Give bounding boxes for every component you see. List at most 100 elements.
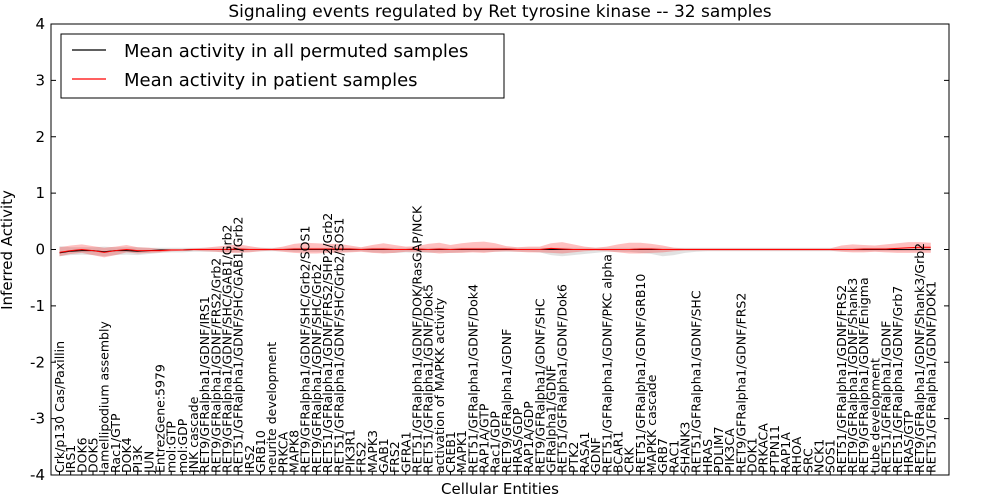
x-tick-label: RET9/GFRalpha1/GDNF/Shank3 [845, 278, 860, 473]
x-tick-label: PRKCA [275, 432, 290, 473]
x-tick-label: RET51/GFRalpha1/GDNF/Dok5 [421, 284, 436, 473]
x-tick-label: PRKACA [756, 423, 771, 473]
x-tick-label: RET51/GFRalpha1/GDNF/SHC [689, 290, 704, 473]
x-tick-label: RET9/GFRalpha1/GDNF/FRS2 [733, 293, 748, 473]
x-tick-label: RET9/GFRalpha1/GDNF/SHC/Grb2/SOS1 [298, 226, 313, 473]
x-tick-label: SOS1 [823, 439, 838, 473]
y-tick-label: -4 [30, 466, 45, 484]
x-tick-label: PIK3CA [722, 428, 737, 473]
x-tick-label: PDLIM7 [711, 426, 726, 473]
x-axis-label: Cellular Entities [441, 480, 559, 498]
legend-box [60, 33, 505, 99]
x-tick-label: Rac1/GTP [108, 413, 123, 473]
x-tick-label: RET9/GFRalpha1/GDNF/Shank3/Grb2 [912, 243, 927, 473]
x-tick-label: GRB7 [655, 438, 670, 473]
legend: Mean activity in all permuted samples Me… [60, 33, 505, 99]
x-tick-label: FRS2 [387, 441, 402, 473]
x-tick-label: tube development [867, 358, 882, 473]
x-tick-label: Rac1/GDP [488, 411, 503, 473]
x-tick-label: PTK2 [566, 442, 581, 473]
y-tick-label: -2 [30, 353, 45, 371]
x-tick-label: DOK6 [74, 437, 89, 473]
x-tick-label: RET51/GFRalpha1/GDNF/GRB10 [633, 274, 648, 473]
x-tick-label: RET51/GFRalpha1/GDNF/SHC/GAB1/Grb2 [231, 217, 246, 473]
x-tick-label: RAP1A/GTP [476, 403, 491, 473]
x-tick-label: PIK3R1 [342, 429, 357, 473]
x-tick-label: lamellipodium assembly [97, 321, 112, 473]
y-tick-label: -1 [30, 297, 45, 315]
x-tick-label: RAP1A/GDP [521, 401, 536, 473]
y-tick-label: 0 [35, 241, 45, 259]
x-tick-label: HRAS/GTP [901, 410, 916, 473]
y-tick-label: 1 [35, 184, 45, 202]
x-tick-label: RET51/GFRalpha1/GDNF/PKC alpha [599, 254, 614, 473]
x-tick-label: RET9/GFRalpha1/GDNF/FRS2/Grb2 [208, 258, 223, 473]
x-tick-label: GFRalpha1/GDNF [543, 365, 558, 473]
x-tick-label: PTPN11 [767, 425, 782, 473]
x-tick-label: NCK1 [812, 439, 827, 473]
y-tick-label: 2 [35, 128, 45, 146]
x-tick-label: GFRA1 [398, 431, 413, 473]
x-tick-label: RHOA [789, 436, 804, 473]
x-tick-label: RET51/GFRalpha1/GDNF/Dok6 [555, 284, 570, 473]
x-tick-label: RET51/GFRalpha1/GDNF/DOK/RasGAP/NCK [409, 205, 424, 473]
x-tick-label: mol:GTP [164, 421, 179, 473]
x-tick-label: PI3K [130, 445, 145, 473]
y-axis-label: Inferred Activity [0, 190, 16, 310]
x-tick-label: neurite development [264, 342, 279, 473]
x-tick-label: MAPK3 [365, 430, 380, 473]
y-tick-label: 4 [35, 15, 45, 33]
x-tick-label: RET51/GFRalpha1/GDNF/SHC/Grb2/SOS1 [331, 218, 346, 473]
x-tick-label: CREB1 [443, 431, 458, 473]
x-tick-label: DOK5 [86, 437, 101, 473]
x-tick-label: RET51/GFRalpha1/GDNF/DOK1 [923, 281, 938, 473]
x-tick-label: FRS2 [354, 441, 369, 473]
x-tick-label: RET9/GFRalpha1/GDNF [499, 329, 514, 473]
x-tick-label: RET51/GFRalpha1/GDNF/FRS2 [834, 285, 849, 473]
x-axis: Crk/p130 Cas/PaxillinIRS1DOK6DOK5lamelli… [52, 205, 938, 475]
x-tick-label: RET9/GFRalpha1/GDNF/SHC [532, 298, 547, 473]
x-tick-label: EntrezGene:5979 [153, 364, 168, 473]
x-tick-label: GAB1 [376, 438, 391, 473]
x-tick-label: RAC1 [666, 440, 681, 473]
x-tick-label: GDNF [588, 437, 603, 473]
x-tick-label: IRS1 [63, 445, 78, 473]
legend-label-permuted: Mean activity in all permuted samples [124, 41, 468, 62]
x-tick-label: Crk/p130 Cas/Paxillin [52, 341, 67, 473]
y-axis: -4 -3 -2 -1 0 1 2 3 4 [30, 15, 949, 484]
series-line-patient [59, 246, 931, 253]
x-tick-label: JUN [141, 451, 156, 474]
confidence-band-permuted [59, 246, 931, 257]
chart-title: Signaling events regulated by Ret tyrosi… [228, 2, 771, 22]
x-tick-label: RET51/GFRalpha1/GDNF/Grb7 [890, 286, 905, 473]
x-tick-label: RET51/GFRalpha1/GDNF/Dok4 [465, 284, 480, 473]
x-tick-label: GRB10 [253, 430, 268, 473]
x-tick-label: DOK4 [119, 437, 134, 473]
x-tick-label: JNK cascade [186, 396, 201, 474]
x-tick-label: BCAR1 [611, 431, 626, 473]
x-tick-label: RET9/GFRalpha1/GDNF/Enigma [856, 277, 871, 473]
legend-label-patient: Mean activity in patient samples [124, 70, 418, 91]
x-tick-label: HRAS [700, 439, 715, 473]
x-tick-label: HRAS/GDP [510, 407, 525, 473]
x-tick-label: activation of MAPKK activity [432, 297, 447, 473]
x-tick-label: MAPK1 [454, 430, 469, 473]
x-tick-label: RASA1 [577, 432, 592, 473]
x-tick-label: mol:GDP [175, 418, 190, 473]
x-tick-label: RET9/GFRalpha1/GDNF/IRS1 [197, 296, 212, 473]
x-tick-label: SHANK3 [678, 422, 693, 473]
series-lines [59, 246, 931, 254]
x-tick-label: RAP1A [778, 432, 793, 473]
y-tick-label: 3 [35, 71, 45, 89]
x-tick-label: SRC [800, 448, 815, 473]
x-tick-label: MAPKK cascade [644, 374, 659, 473]
x-tick-label: RET51/GFRalpha1/GDNF [879, 321, 894, 473]
x-tick-label: RET9/GFRalpha1/GDNF/SHC/Grb2 [309, 263, 324, 473]
x-tick-label: RET51/GFRalpha1/GDNF/FRS2/SHP2/Grb2 [320, 213, 335, 473]
x-tick-label: DOK1 [745, 437, 760, 473]
x-tick-label: RET9/GFRalpha1/GDNF/SHC/GAB1/Grb2 [220, 224, 235, 473]
x-tick-label: MAPK8 [287, 430, 302, 473]
x-tick-label: CRK [622, 447, 637, 473]
y-tick-label: -3 [30, 410, 45, 428]
